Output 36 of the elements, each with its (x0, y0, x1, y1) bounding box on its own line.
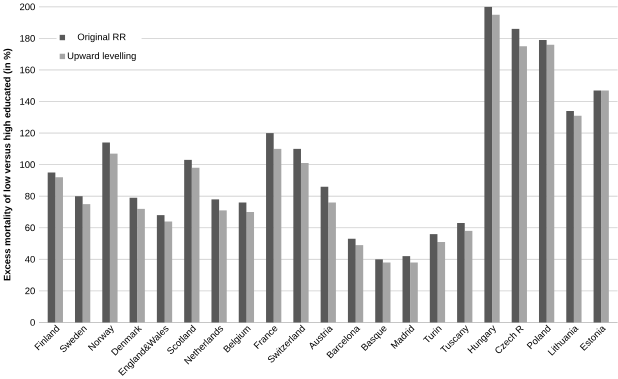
bar (538, 40, 547, 322)
bar (566, 110, 574, 322)
bar (457, 222, 465, 322)
bar (74, 196, 83, 322)
y-tick-label: 100 (20, 161, 35, 168)
bar (156, 215, 165, 322)
bar (375, 259, 383, 322)
bar (348, 238, 356, 322)
bar (130, 198, 138, 322)
y-tick-label: 160 (20, 66, 35, 74)
y-axis-title: Excess mortality of low versus high educated (in %) (3, 48, 12, 280)
y-tick-label: 140 (20, 98, 35, 105)
y-tick-label: 0 (30, 319, 35, 326)
bar (238, 202, 246, 322)
y-tick-label: 200 (20, 3, 35, 10)
y-tick-label: 20 (25, 287, 35, 294)
bar (484, 6, 492, 322)
bar (320, 186, 328, 322)
x-tick-label: Turin (422, 326, 442, 342)
y-tick-label: 180 (20, 34, 35, 42)
bar (102, 142, 110, 322)
bar (402, 256, 410, 322)
legend-label: Original RR (78, 33, 126, 42)
y-tick-label: 120 (20, 130, 35, 136)
y-tick-label: 40 (24, 256, 35, 263)
y-tick-label: 80 (25, 192, 35, 200)
bar (266, 133, 274, 322)
legend-label: Upward levelling (68, 52, 136, 61)
bar (430, 234, 438, 322)
y-tick-label: 60 (25, 224, 35, 232)
bar (512, 28, 520, 322)
bar (293, 148, 301, 322)
bar (211, 199, 220, 322)
bar (184, 160, 192, 322)
bar (48, 172, 56, 322)
bar (594, 90, 602, 322)
